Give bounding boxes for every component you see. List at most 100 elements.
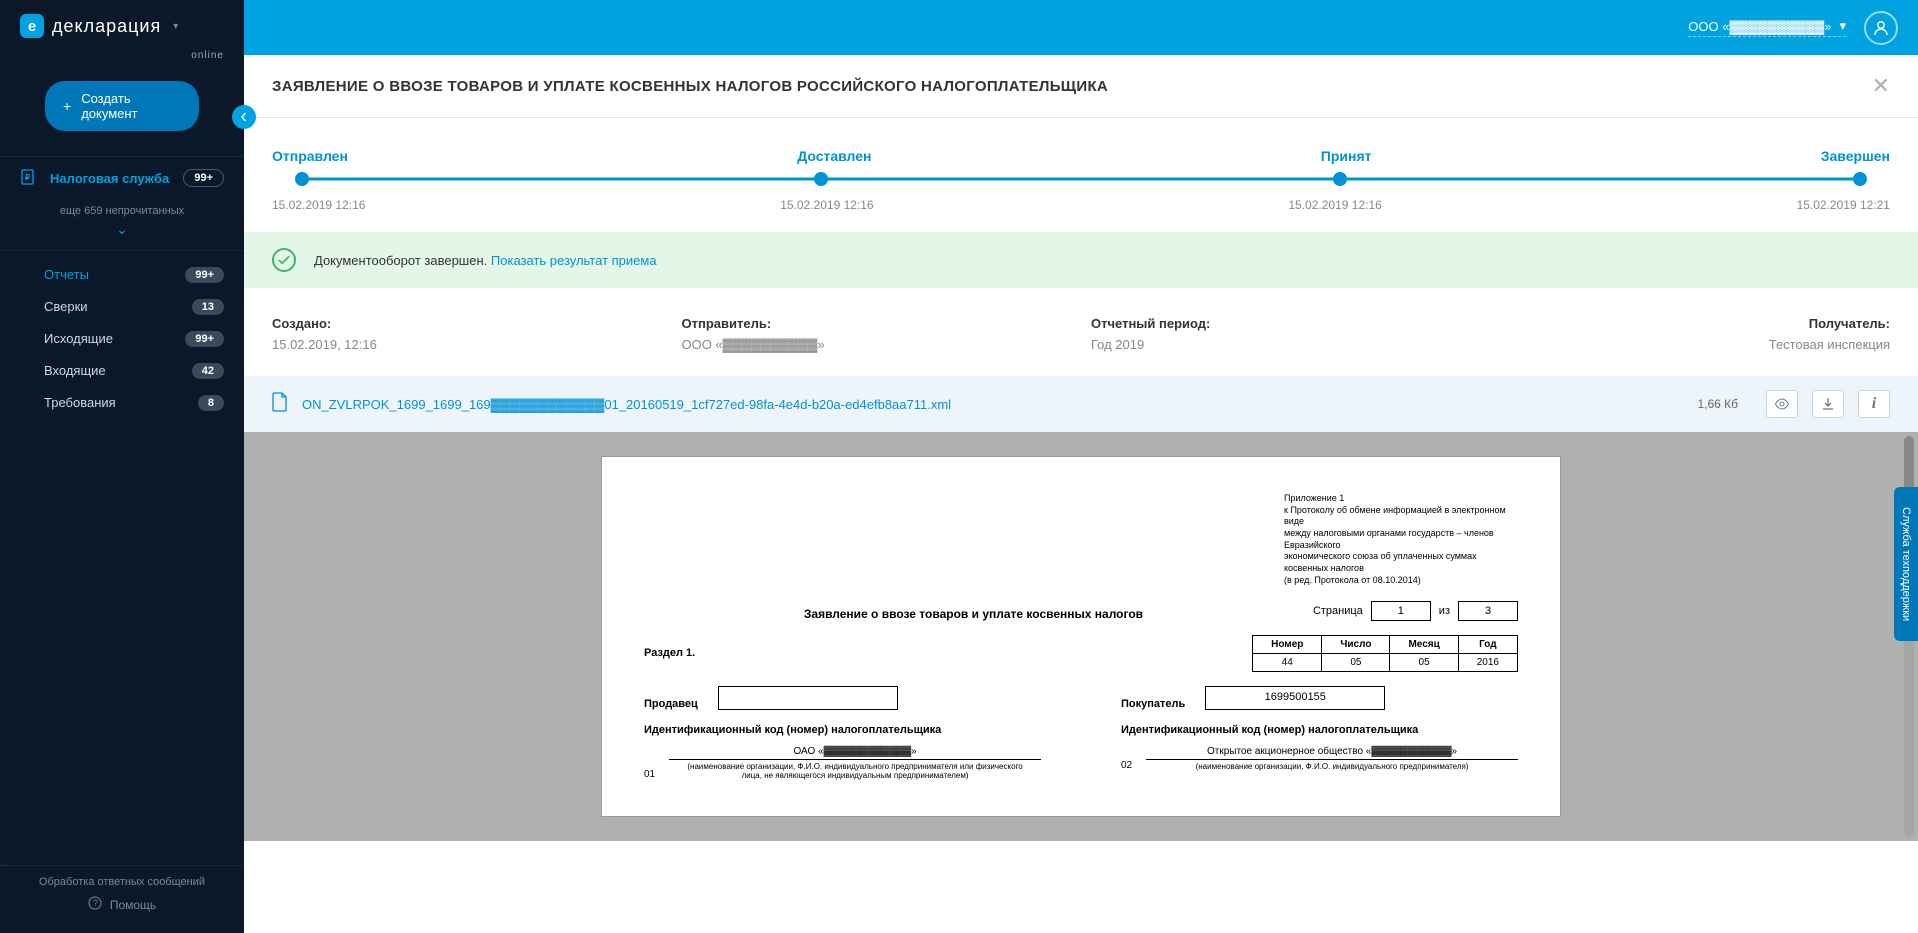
chevron-left-icon [239, 112, 249, 122]
create-button-label: Создать документ [81, 91, 181, 121]
main-area: ООО «▓▓▓▓▓▓▓▓▓▓» ▾ ЗАЯВЛЕНИЕ О ВВОЗЕ ТОВ… [244, 0, 1918, 933]
svg-text:?: ? [93, 898, 98, 908]
logo-badge: е [20, 14, 44, 38]
document-page: Приложение 1 к Протоколу об обмене инфор… [601, 456, 1561, 817]
download-button[interactable] [1812, 390, 1844, 418]
collapse-sidebar-button[interactable] [232, 105, 256, 129]
buyer-id-label: Идентификационный код (номер) налогоплат… [1121, 724, 1518, 736]
banner-text: Документооборот завершен. [314, 253, 487, 268]
sidebar: е декларация ▾ online + Создать документ… [0, 0, 244, 933]
org-selector[interactable]: ООО «▓▓▓▓▓▓▓▓▓▓» ▾ [1688, 18, 1846, 37]
page-header: ЗАЯВЛЕНИЕ О ВВОЗЕ ТОВАРОВ И УПЛАТЕ КОСВЕ… [244, 55, 1918, 118]
create-document-button[interactable]: + Создать документ [45, 81, 199, 131]
document-icon: ₽ [20, 169, 38, 187]
file-row: ON_ZVLRPOK_1699_1699_169▓▓▓▓▓▓▓▓▓▓▓▓01_2… [244, 376, 1918, 432]
step-date: 15.02.2019 12:21 [1797, 198, 1890, 212]
success-banner: Документооборот завершен. Показать резул… [244, 232, 1918, 288]
file-name-link[interactable]: ON_ZVLRPOK_1699_1699_169▓▓▓▓▓▓▓▓▓▓▓▓01_2… [302, 397, 1683, 412]
download-icon [1821, 397, 1835, 411]
plus-icon: + [63, 98, 71, 114]
step-date: 15.02.2019 12:16 [272, 198, 365, 212]
nav-badge: 99+ [185, 331, 224, 347]
doc-section1: Раздел 1. [644, 647, 695, 659]
nav-label: Сверки [44, 299, 88, 315]
step-dot [295, 172, 309, 186]
help-icon: ? [88, 896, 102, 913]
banner-link[interactable]: Показать результат приема [491, 253, 657, 268]
row01-text: ОАО «▓▓▓▓▓▓▓▓▓▓▓▓» [669, 746, 1041, 760]
meta-receiver-label: Получатель: [1501, 316, 1891, 331]
nav-tax-badge: 99+ [183, 169, 224, 187]
nav-label: Входящие [44, 363, 106, 379]
row-num: 02 [1121, 760, 1132, 771]
sidebar-footer: Обработка ответных сообщений ? Помощь [0, 865, 244, 933]
logo-subtitle: online [0, 50, 224, 61]
nav-item-requirements[interactable]: Требования 8 [0, 387, 244, 419]
nav-item-outgoing[interactable]: Исходящие 99+ [0, 323, 244, 355]
step-completed-label: Завершен [1821, 148, 1890, 164]
meta-sender-value: ООО «▓▓▓▓▓▓▓▓▓▓» [682, 337, 1072, 352]
nav-item-reports[interactable]: Отчеты 99+ [0, 259, 244, 291]
check-icon [272, 248, 296, 272]
chevron-down-icon: ▾ [173, 21, 178, 32]
step-dot [1333, 172, 1347, 186]
step-accepted-label: Принят [1321, 148, 1372, 164]
org-name: ООО «▓▓▓▓▓▓▓▓▓▓» [1688, 19, 1831, 34]
nav-item-reconciliations[interactable]: Сверки 13 [0, 291, 244, 323]
seller-value [718, 686, 898, 710]
user-avatar[interactable] [1864, 11, 1898, 45]
page-total: 3 [1458, 601, 1518, 621]
file-icon [272, 392, 288, 417]
nav-badge: 42 [192, 363, 224, 379]
page-current: 1 [1371, 601, 1431, 621]
page-of: из [1439, 605, 1450, 617]
help-label: Помощь [110, 898, 156, 912]
step-delivered-label: Доставлен [797, 148, 871, 164]
doc-date-table: НомерЧислоМесяцГод 4405052016 [1252, 635, 1518, 672]
support-tab[interactable]: Служба техподдержки [1894, 487, 1918, 641]
chevron-down-icon: ▾ [1839, 18, 1846, 34]
page-label: Страница [1313, 605, 1363, 617]
row02-text: Открытое акционерное общество «▓▓▓▓▓▓▓▓▓… [1146, 746, 1518, 760]
meta-period-value: Год 2019 [1091, 337, 1481, 352]
help-link[interactable]: ? Помощь [0, 888, 244, 921]
step-sent-label: Отправлен [272, 148, 348, 164]
content: Отправлен Доставлен Принят Завершен 15.0… [244, 118, 1918, 933]
meta-created-value: 15.02.2019, 12:16 [272, 337, 662, 352]
nav-sub-items: Отчеты 99+ Сверки 13 Исходящие 99+ Входя… [0, 250, 244, 419]
info-icon: i [1872, 395, 1876, 413]
user-icon [1872, 19, 1890, 37]
document-preview: Приложение 1 к Протоколу об обмене инфор… [244, 432, 1918, 841]
progress-tracker: Отправлен Доставлен Принят Завершен 15.0… [244, 118, 1918, 232]
row02-caption: (наименование организации, Ф.И.О. индиви… [1146, 762, 1518, 771]
meta-created-label: Создано: [272, 316, 662, 331]
nav-label: Требования [44, 395, 116, 411]
step-date: 15.02.2019 12:16 [780, 198, 873, 212]
nav-badge: 13 [192, 299, 224, 315]
logo-text: декларация [52, 16, 161, 37]
step-dot [814, 172, 828, 186]
logo[interactable]: е декларация ▾ [0, 0, 244, 52]
meta-sender-label: Отправитель: [682, 316, 1072, 331]
nav-label: Исходящие [44, 331, 113, 347]
close-button[interactable]: ✕ [1872, 73, 1890, 99]
nav-badge: 99+ [185, 267, 224, 283]
unread-count: еще 659 непрочитанных [0, 199, 244, 221]
nav-tax-service[interactable]: ₽ Налоговая служба 99+ [0, 157, 244, 199]
row01-caption: (наименование организации, Ф.И.О. индиви… [669, 762, 1041, 780]
buyer-value: 1699500155 [1205, 686, 1385, 710]
info-button[interactable]: i [1858, 390, 1890, 418]
step-date: 15.02.2019 12:16 [1288, 198, 1381, 212]
processing-status: Обработка ответных сообщений [0, 876, 244, 888]
nav-label: Отчеты [44, 267, 89, 283]
file-size: 1,66 Кб [1697, 397, 1738, 411]
nav-tax-service-label: Налоговая служба [50, 171, 169, 186]
doc-annex: Приложение 1 к Протоколу об обмене инфор… [1284, 493, 1518, 587]
view-button[interactable] [1766, 390, 1798, 418]
row-num: 01 [644, 769, 655, 780]
buyer-label: Покупатель [1121, 698, 1185, 710]
expand-chevron-icon[interactable]: ⌄ [0, 221, 244, 250]
seller-label: Продавец [644, 698, 698, 710]
topbar: ООО «▓▓▓▓▓▓▓▓▓▓» ▾ [244, 0, 1918, 55]
nav-item-incoming[interactable]: Входящие 42 [0, 355, 244, 387]
